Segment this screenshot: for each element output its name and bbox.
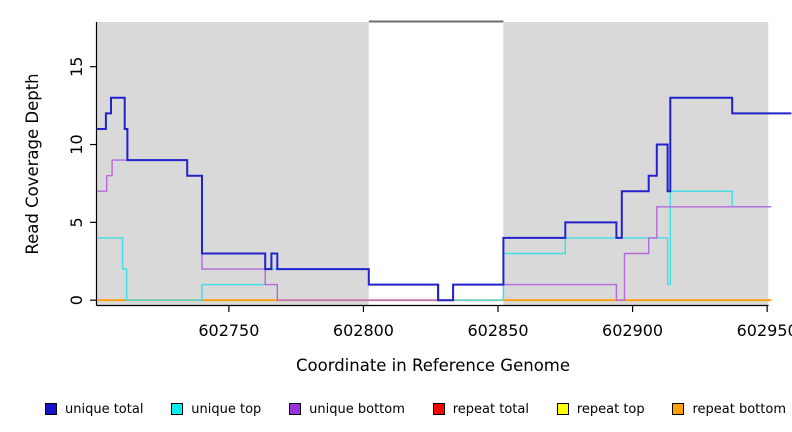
legend-item-repeat-total: repeat total <box>432 401 529 417</box>
x-tick-label: 602750 <box>198 321 259 340</box>
legend: unique total unique top unique bottom re… <box>45 398 786 420</box>
plot-band <box>368 22 504 306</box>
legend-label: unique bottom <box>309 401 405 417</box>
unique-top-swatch-icon <box>171 403 184 415</box>
plot-band <box>503 22 769 306</box>
y-axis-title: Read Coverage Depth <box>23 73 42 255</box>
series-unique-total <box>97 96 792 302</box>
y-tick-label: 5 <box>67 217 86 227</box>
y-tick-label: 15 <box>67 57 86 77</box>
plot-band <box>97 22 369 306</box>
y-tick-label: 10 <box>67 134 86 154</box>
unique-total-swatch-icon <box>45 403 57 415</box>
x-tick-label: 602800 <box>333 321 394 340</box>
legend-item-unique-bottom: unique bottom <box>289 402 405 417</box>
unique-bottom-swatch-icon <box>289 403 302 415</box>
legend-label: unique top <box>191 401 262 417</box>
legend-item-unique-top: unique top <box>171 402 261 417</box>
legend-label: repeat total <box>452 401 529 417</box>
x-axis-title: Coordinate in Reference Genome <box>295 356 571 375</box>
legend-label: repeat bottom <box>692 401 786 417</box>
y-tick-label: 0 <box>67 295 86 305</box>
repeat-bottom-swatch-icon <box>672 403 685 415</box>
legend-item-repeat-top: repeat top <box>556 401 645 417</box>
legend-label: unique total <box>65 401 144 417</box>
x-tick-label: 602900 <box>602 321 663 340</box>
legend-label: repeat top <box>576 401 645 417</box>
repeat-total-swatch-icon <box>432 403 445 415</box>
x-tick-label: 602850 <box>467 321 528 340</box>
repeat-top-swatch-icon <box>556 403 569 415</box>
legend-item-unique-total: unique total <box>45 402 143 417</box>
legend-item-repeat-bottom: repeat bottom <box>672 402 786 417</box>
x-tick-label: 602950 <box>737 321 792 340</box>
series-unique-bottom <box>97 159 772 301</box>
